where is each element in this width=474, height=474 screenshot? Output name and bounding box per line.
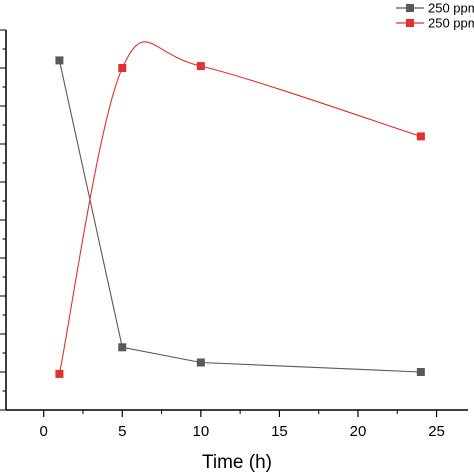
series-2-marker bbox=[416, 132, 425, 141]
x-tick-label: 15 bbox=[271, 423, 288, 440]
series-1-marker bbox=[416, 368, 425, 376]
series-1-marker bbox=[196, 358, 205, 367]
series-2-marker bbox=[118, 64, 127, 72]
legend-label-2: 250 ppm bbox=[428, 16, 474, 31]
x-tick-label: 20 bbox=[350, 423, 367, 440]
series-1-line bbox=[58, 60, 421, 373]
legend-marker-2 bbox=[406, 19, 414, 27]
series-1-marker bbox=[55, 56, 64, 65]
series-2-line bbox=[58, 41, 422, 375]
plot-area bbox=[55, 41, 425, 378]
legend-marker-1 bbox=[406, 4, 414, 12]
x-tick-label: 25 bbox=[428, 423, 445, 440]
x-tick-label: 5 bbox=[118, 423, 126, 440]
legend-label-1: 250 ppm bbox=[428, 1, 474, 16]
axes: 0 5 10 15 20 25 bbox=[0, 29, 468, 440]
x-tick-label: 0 bbox=[40, 423, 48, 440]
series-2-marker bbox=[196, 62, 205, 71]
x-axis-title: Time (h) bbox=[202, 452, 272, 473]
series-2-marker bbox=[55, 369, 64, 378]
x-tick-label: 10 bbox=[193, 423, 210, 440]
series-1-marker bbox=[118, 343, 127, 352]
